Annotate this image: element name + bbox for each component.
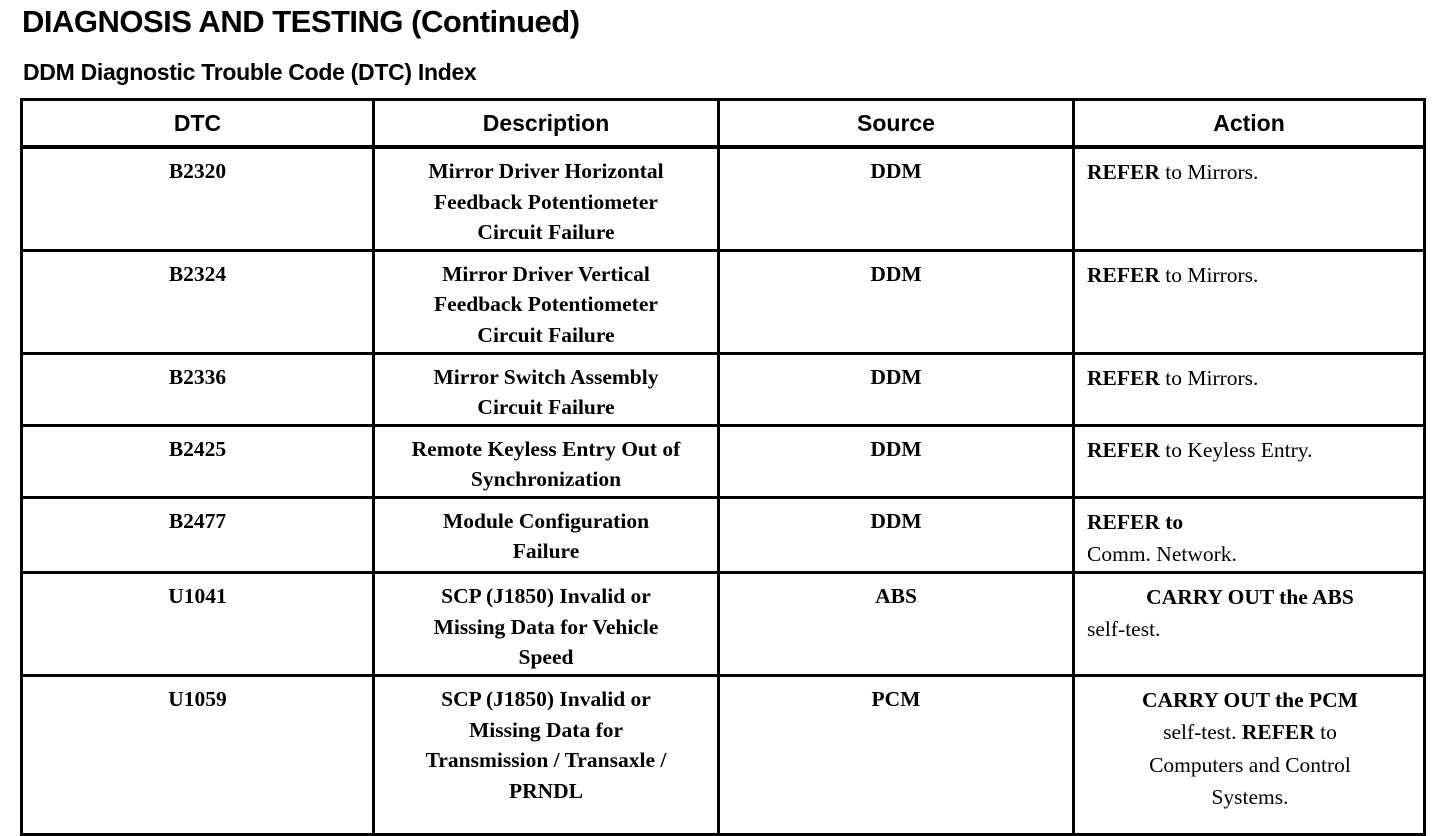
action-text: to	[1314, 720, 1337, 745]
action-cell: REFER to Keyless Entry.	[1072, 423, 1426, 499]
dtc-code-cell: B2320	[20, 145, 375, 252]
dtc-code-cell: B2425	[20, 423, 375, 499]
description-cell: Remote Keyless Entry Out of Synchronizat…	[372, 423, 720, 499]
action-line: CARRY OUT the ABS	[1087, 581, 1413, 613]
description-cell: Mirror Driver Horizontal Feedback Potent…	[372, 145, 720, 252]
dtc-table-body: B2320 Mirror Driver Horizontal Feedback P…	[20, 145, 1426, 836]
action-line: REFER to	[1087, 506, 1413, 538]
source-cell: DDM	[717, 423, 1075, 499]
action-cell: REFER to Mirrors.	[1072, 248, 1426, 355]
action-text: Computers and Control	[1149, 752, 1351, 777]
source-cell: DDM	[717, 351, 1075, 427]
table-header-row: DTC Description Source Action	[20, 98, 1426, 149]
description-cell: SCP (J1850) Invalid or Missing Data for …	[372, 674, 720, 836]
action-keyword: CARRY OUT the ABS	[1146, 585, 1354, 610]
action-line: REFER to Mirrors.	[1087, 259, 1413, 291]
action-keyword: REFER to	[1087, 509, 1184, 534]
dtc-code-cell: U1041	[20, 571, 375, 678]
action-line: REFER to Keyless Entry.	[1087, 434, 1413, 466]
description-cell: Module Configuration Failure	[372, 495, 720, 575]
action-line: Comm. Network.	[1087, 538, 1413, 570]
action-keyword: REFER	[1087, 160, 1160, 184]
table-header: DTC Description Source Action	[20, 98, 1426, 149]
action-text: self-test.	[1163, 720, 1242, 745]
action-text: to Keyless Entry.	[1159, 437, 1313, 462]
source-cell: PCM	[717, 674, 1075, 836]
action-line: REFER to Mirrors.	[1087, 156, 1413, 188]
action-text: Comm. Network.	[1087, 541, 1237, 566]
table-row: B2477 Module Configuration Failure DDM REFE…	[20, 495, 1426, 575]
action-text: Systems.	[1211, 784, 1289, 809]
action-cell: CARRY OUT the PCM self-test. REFER to Comp…	[1072, 674, 1426, 836]
action-text: self-test.	[1087, 617, 1161, 642]
action-text: to Mirrors.	[1159, 365, 1259, 390]
table-title: DDM Diagnostic Trouble Code (DTC) Index	[23, 59, 477, 85]
action-line: Systems.	[1087, 781, 1413, 813]
dtc-code-cell: B2477	[20, 495, 375, 575]
page-title: DIAGNOSIS AND TESTING (Continued)	[22, 4, 580, 39]
action-line: REFER to Mirrors.	[1087, 362, 1413, 394]
description-cell: Mirror Switch Assembly Circuit Failure	[372, 351, 720, 427]
table-row: B2336 Mirror Switch Assembly Circuit Fail…	[20, 351, 1426, 427]
column-header-dtc: DTC	[20, 98, 375, 149]
description-cell: SCP (J1850) Invalid or Missing Data for …	[372, 571, 720, 678]
source-cell: ABS	[717, 571, 1075, 678]
dtc-code-cell: U1059	[20, 674, 375, 836]
description-cell: Mirror Driver Vertical Feedback Potentio…	[372, 248, 720, 355]
action-keyword: REFER	[1087, 365, 1160, 390]
action-cell: CARRY OUT the ABS self-test.	[1072, 571, 1426, 678]
table-row: B2324 Mirror Driver Vertical Feedback Pot…	[20, 248, 1426, 355]
action-keyword: CARRY OUT the PCM	[1141, 688, 1359, 713]
action-line: self-test.	[1087, 613, 1413, 645]
action-cell: REFER to Mirrors.	[1072, 351, 1426, 427]
dtc-code-cell: B2336	[20, 351, 375, 427]
column-header-description: Description	[372, 98, 720, 149]
source-cell: DDM	[717, 145, 1075, 252]
dtc-index-table: DTC Description Source Action B2320 Mirro…	[20, 98, 1426, 836]
action-text: to Mirrors.	[1159, 262, 1259, 287]
dtc-index-table-wrap: DTC Description Source Action B2320 Mirro…	[20, 98, 1426, 836]
table-row: U1059 SCP (J1850) Invalid or Missing Data…	[20, 674, 1426, 836]
action-keyword: REFER	[1087, 262, 1160, 287]
column-header-action: Action	[1072, 98, 1426, 149]
dtc-code-cell: B2324	[20, 248, 375, 355]
source-cell: DDM	[717, 495, 1075, 575]
column-header-source: Source	[717, 98, 1075, 149]
action-keyword: REFER	[1087, 437, 1160, 462]
action-cell: REFER to Comm. Network.	[1072, 495, 1426, 575]
action-line: CARRY OUT the PCM	[1087, 684, 1413, 716]
table-row: B2425 Remote Keyless Entry Out of Synchro…	[20, 423, 1426, 499]
action-keyword: REFER	[1241, 720, 1315, 745]
table-row: B2320 Mirror Driver Horizontal Feedback P…	[20, 145, 1426, 252]
action-cell: REFER to Mirrors.	[1072, 145, 1426, 252]
action-line: Computers and Control	[1087, 749, 1413, 781]
action-line: self-test. REFER to	[1087, 716, 1413, 748]
action-text: to Mirrors.	[1159, 160, 1259, 184]
source-cell: DDM	[717, 248, 1075, 355]
table-row: U1041 SCP (J1850) Invalid or Missing Data…	[20, 571, 1426, 678]
